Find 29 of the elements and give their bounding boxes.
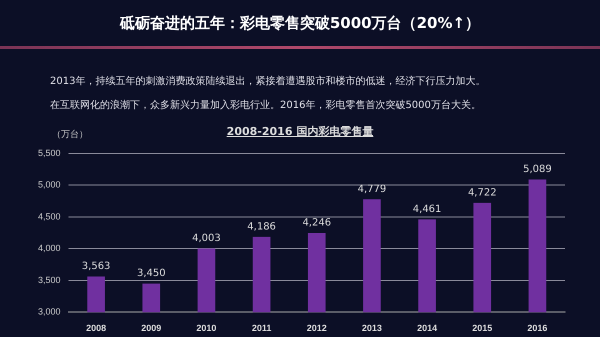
text: 2013年，持续五年的刺激消费政策陆续退出，紧接着遭遇股市和楼市的低迷，经济下行压力加大。 [50, 74, 486, 89]
x-tick-label: 2010 [196, 323, 216, 334]
text: 在互联网化的浪潮下，众多新兴力量加入彩电行业。2016年，彩电零售首次突破5000万台大关。 [50, 98, 482, 113]
data-label: 3,563 [82, 261, 110, 272]
y-tick-label: 5,000 [38, 180, 61, 190]
x-tick-label: 2014 [417, 323, 438, 334]
x-tick-label: 2009 [141, 323, 162, 334]
y-tick-label: 3,000 [38, 306, 61, 317]
data-label: 3,450 [136, 268, 166, 280]
x-tick-label: 2016 [527, 323, 548, 334]
data-label: 4,186 [247, 221, 276, 232]
y-tick-label: 5,500 [38, 148, 61, 158]
y-tick-label: 4,500 [38, 211, 61, 222]
x-tick-label: 2015 [472, 323, 492, 334]
data-label: 4,003 [192, 233, 221, 244]
y-tick-label: 3,500 [38, 274, 61, 285]
data-label: 4,722 [468, 187, 497, 198]
data-label: 4,461 [412, 204, 442, 215]
x-tick-label: 2011 [252, 323, 272, 334]
x-tick-label: 2012 [306, 323, 327, 334]
x-tick-label: 2008 [86, 323, 106, 334]
y-axis-title: （万台） [52, 128, 88, 141]
data-label: 5,089 [523, 164, 552, 176]
data-label: 4,779 [358, 184, 386, 195]
x-tick-label: 2013 [362, 323, 382, 334]
chart-subtitle: 2008-2016 国内彩电零售量 [226, 125, 374, 138]
data-label: 4,246 [302, 218, 332, 229]
chart-title: 砥砺奋进的五年：彩电零售突破5000万台（20%↑） [118, 14, 482, 33]
y-tick-label: 4,000 [38, 243, 61, 254]
